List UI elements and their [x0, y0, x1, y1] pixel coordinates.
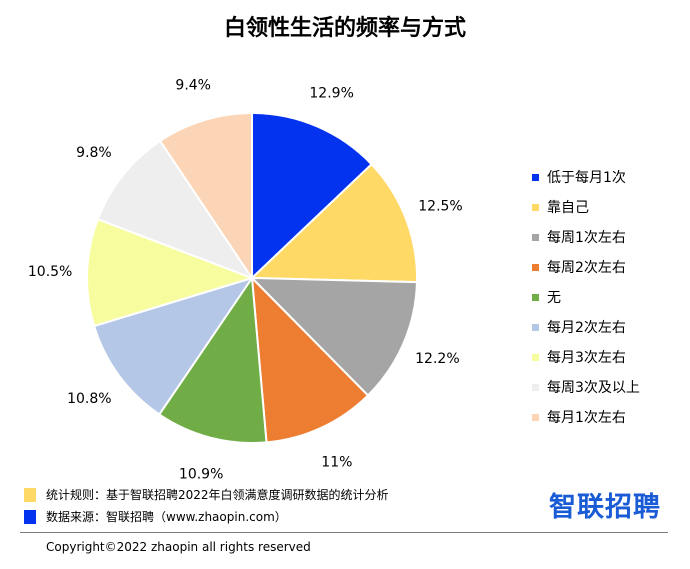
- legend-swatch: [532, 323, 539, 331]
- chart-legend: 低于每月1次 靠自己每周1次左右 每周2次左右无每月2次左右 每月3次左右 每周3次及以…: [532, 162, 640, 432]
- slice-data-label: 10.8%: [67, 391, 111, 407]
- pie-slice: [96, 139, 255, 281]
- copyright-text: Copyright©2022 zhaopin all rights reserv…: [46, 540, 311, 554]
- slice-data-label: 12.5%: [418, 198, 462, 214]
- legend-item: 每周2次左右: [532, 252, 640, 282]
- rule-note-marker: [24, 487, 36, 502]
- legend-label: 每月2次左右: [547, 320, 626, 336]
- legend-item: 每周1次左右: [532, 222, 640, 252]
- legend-item: 每月1次左右: [532, 402, 640, 432]
- chart-title: 白领性生活的频率与方式: [223, 16, 466, 41]
- pie-slice: [92, 276, 255, 416]
- legend-swatch: [532, 293, 539, 301]
- slice-data-label: 9.8%: [76, 145, 112, 161]
- legend-label: 靠自己: [547, 200, 589, 216]
- slice-data-label: 10.9%: [179, 466, 223, 482]
- legend-item: 无: [532, 282, 640, 312]
- legend-label: 每周3次及以上: [547, 380, 640, 396]
- pie-slice: [250, 275, 370, 444]
- pie-slice: [249, 162, 418, 284]
- slice-data-label: 11%: [321, 454, 352, 470]
- legend-label: 无: [547, 290, 561, 306]
- legend-label: 每周1次左右: [547, 230, 626, 246]
- pie-slice: [251, 111, 373, 281]
- legend-swatch: [532, 263, 539, 271]
- legend-item: 每周3次及以上: [532, 372, 640, 402]
- slice-data-label: 9.4%: [175, 78, 211, 94]
- slice-data-label: 12.9%: [309, 85, 353, 101]
- legend-item: 每月2次左右: [532, 312, 640, 342]
- legend-swatch: [532, 173, 539, 181]
- legend-swatch: [532, 413, 539, 421]
- rule-note-text: 统计规则：基于智联招聘2022年白领满意度调研数据的统计分析: [46, 488, 389, 502]
- pie-slice: [86, 217, 256, 328]
- source-note-text: 数据来源：智联招聘（www.zhaopin.com）: [46, 510, 287, 524]
- source-note-marker: [24, 509, 36, 524]
- pie-slice: [157, 275, 268, 444]
- legend-swatch: [532, 203, 539, 211]
- footer-divider: [20, 532, 668, 533]
- legend-swatch: [532, 233, 539, 241]
- legend-item: 靠自己: [532, 192, 640, 222]
- slice-data-label: 12.2%: [415, 351, 459, 367]
- legend-item: 每月3次左右: [532, 342, 640, 372]
- pie-slice: [158, 111, 253, 282]
- pie-slice: [249, 276, 418, 397]
- slice-data-label: 10.5%: [28, 264, 72, 280]
- legend-swatch: [532, 383, 539, 391]
- legend-label: 每周2次左右: [547, 260, 626, 276]
- rule-note: 统计规则：基于智联招聘2022年白领满意度调研数据的统计分析: [24, 486, 389, 503]
- legend-swatch: [532, 353, 539, 361]
- zhaopin-logo: 智联招聘: [549, 492, 661, 523]
- legend-label: 低于每月1次: [547, 170, 626, 186]
- legend-label: 每月3次左右: [547, 350, 626, 366]
- legend-item: 低于每月1次: [532, 162, 640, 192]
- legend-label: 每月1次左右: [547, 410, 626, 426]
- source-note: 数据来源：智联招聘（www.zhaopin.com）: [24, 508, 287, 525]
